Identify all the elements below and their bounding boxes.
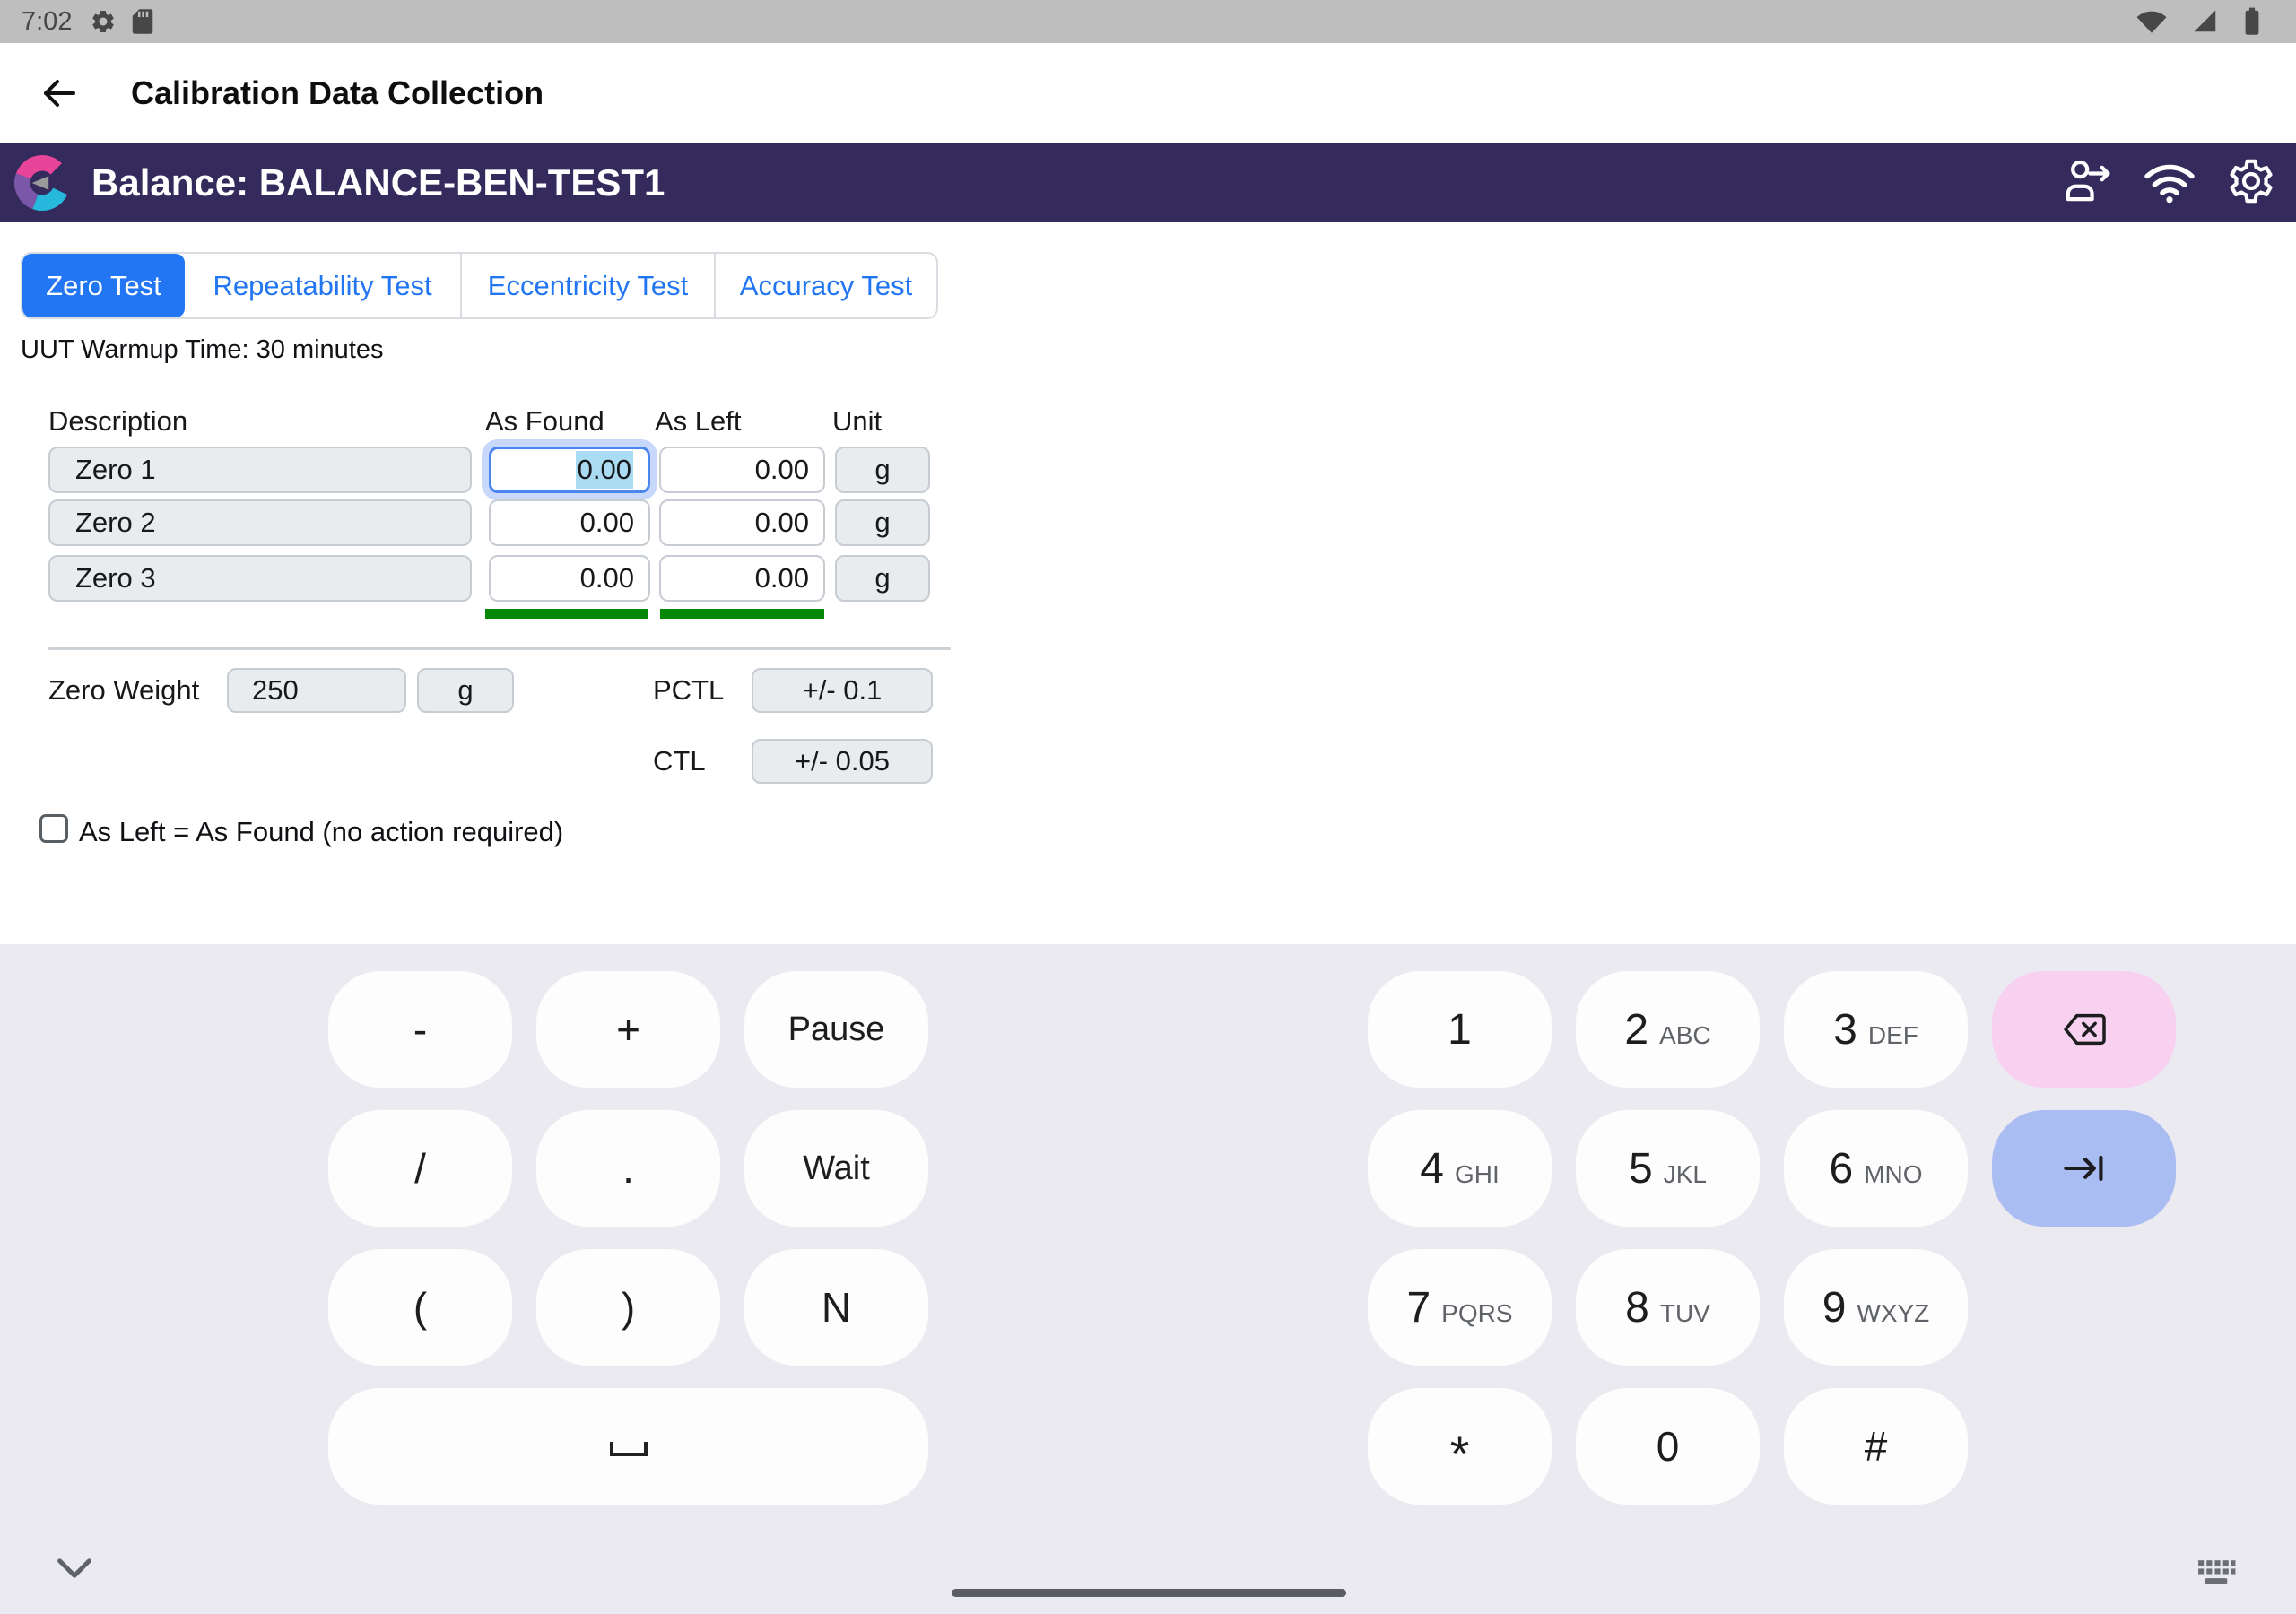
key-asterisk[interactable]: * bbox=[1368, 1388, 1552, 1505]
col-header-unit: Unit bbox=[832, 405, 883, 437]
description-field-zero2: Zero 2 bbox=[48, 499, 472, 546]
tab-repeatability-test[interactable]: Repeatability Test bbox=[213, 269, 432, 301]
as-found-input-zero2[interactable]: 0.00 bbox=[489, 499, 650, 546]
wifi-icon bbox=[2144, 159, 2196, 208]
settings-gear-icon[interactable] bbox=[2226, 156, 2276, 211]
as-left-input-zero3[interactable]: 0.00 bbox=[659, 555, 825, 602]
cell-signal-icon bbox=[2192, 8, 2219, 35]
backspace-key[interactable] bbox=[1992, 971, 2176, 1088]
key-6[interactable]: 6 MNO bbox=[1784, 1110, 1968, 1227]
as-left-equals-as-found-checkbox[interactable] bbox=[39, 814, 68, 843]
space-key[interactable] bbox=[328, 1388, 928, 1505]
zero-weight-unit-input[interactable]: g bbox=[417, 668, 514, 713]
wifi-status-icon bbox=[2136, 8, 2167, 35]
custom-keyboard: - + Pause / . Wait ( ) N 1 2 ABC 3 DEF 4 GH… bbox=[0, 944, 2296, 1614]
tab-next-icon bbox=[2063, 1156, 2102, 1181]
system-gear-icon bbox=[90, 8, 117, 35]
col-header-description: Description bbox=[48, 405, 188, 437]
green-indicator-as-found bbox=[485, 609, 648, 619]
description-field-zero1: Zero 1 bbox=[48, 447, 472, 493]
status-time: 7:02 bbox=[22, 6, 73, 36]
tab-eccentricity-test[interactable]: Eccentricity Test bbox=[460, 254, 714, 317]
as-found-input-zero3[interactable]: 0.00 bbox=[489, 555, 650, 602]
zero-weight-input[interactable]: 250 bbox=[227, 668, 406, 713]
page-title: Calibration Data Collection bbox=[131, 74, 544, 111]
key-slash[interactable]: / bbox=[328, 1110, 512, 1227]
section-divider bbox=[48, 647, 951, 650]
battery-icon bbox=[2244, 7, 2260, 36]
ctl-label: CTL bbox=[653, 745, 706, 777]
key-minus[interactable]: - bbox=[328, 971, 512, 1088]
app-logo bbox=[14, 155, 68, 211]
nav-handle[interactable] bbox=[952, 1589, 1346, 1597]
zero-weight-label: Zero Weight bbox=[48, 674, 200, 706]
tab-zero-test[interactable]: Zero Test bbox=[22, 254, 185, 317]
key-2[interactable]: 2 ABC bbox=[1576, 971, 1760, 1088]
user-export-icon[interactable] bbox=[2061, 157, 2113, 210]
key-8[interactable]: 8 TUV bbox=[1576, 1249, 1760, 1366]
pctl-label: PCTL bbox=[653, 674, 725, 706]
key-period[interactable]: . bbox=[536, 1110, 720, 1227]
tab-next-key[interactable] bbox=[1992, 1110, 2176, 1227]
key-open-paren[interactable]: ( bbox=[328, 1249, 512, 1366]
key-plus[interactable]: + bbox=[536, 971, 720, 1088]
key-n[interactable]: N bbox=[744, 1249, 928, 1366]
collapse-keyboard-icon[interactable] bbox=[54, 1556, 95, 1585]
description-field-zero3: Zero 3 bbox=[48, 555, 472, 602]
unit-field-zero1: g bbox=[835, 447, 930, 493]
green-indicator-as-left bbox=[660, 609, 824, 619]
checkbox-label: As Left = As Found (no action required) bbox=[79, 816, 564, 847]
unit-field-zero3: g bbox=[835, 555, 930, 602]
key-1[interactable]: 1 bbox=[1368, 971, 1552, 1088]
space-icon bbox=[609, 1442, 648, 1456]
key-wait[interactable]: Wait bbox=[744, 1110, 928, 1227]
key-close-paren[interactable]: ) bbox=[536, 1249, 720, 1366]
status-bar: 7:02 bbox=[0, 0, 2296, 43]
keyboard-switcher-icon[interactable] bbox=[2196, 1557, 2237, 1593]
sdcard-icon bbox=[131, 8, 154, 35]
key-9[interactable]: 9 WXYZ bbox=[1784, 1249, 1968, 1366]
as-left-input-zero1[interactable]: 0.00 bbox=[659, 447, 825, 493]
unit-field-zero2: g bbox=[835, 499, 930, 546]
device-header: Balance: BALANCE-BEN-TEST1 bbox=[0, 143, 2296, 222]
tab-accuracy-test[interactable]: Accuracy Test bbox=[714, 254, 936, 317]
key-hash[interactable]: # bbox=[1784, 1388, 1968, 1505]
uut-warmup-text: UUT Warmup Time: 30 minutes bbox=[21, 335, 384, 364]
as-found-input-zero1[interactable]: 0.00 bbox=[489, 447, 650, 493]
test-tabs: Zero Test Repeatability Test Eccentricit… bbox=[21, 252, 938, 319]
back-arrow-icon[interactable] bbox=[38, 72, 81, 115]
key-7[interactable]: 7 PQRS bbox=[1368, 1249, 1552, 1366]
backspace-icon bbox=[2063, 1013, 2106, 1046]
key-0[interactable]: 0 bbox=[1576, 1388, 1760, 1505]
device-title: Balance: BALANCE-BEN-TEST1 bbox=[91, 161, 665, 204]
key-4[interactable]: 4 GHI bbox=[1368, 1110, 1552, 1227]
key-3[interactable]: 3 DEF bbox=[1784, 971, 1968, 1088]
as-left-input-zero2[interactable]: 0.00 bbox=[659, 499, 825, 546]
col-header-as-left: As Left bbox=[655, 405, 742, 437]
col-header-as-found: As Found bbox=[485, 405, 604, 437]
ctl-input[interactable]: +/- 0.05 bbox=[752, 739, 933, 784]
pctl-input[interactable]: +/- 0.1 bbox=[752, 668, 933, 713]
key-5[interactable]: 5 JKL bbox=[1576, 1110, 1760, 1227]
key-pause[interactable]: Pause bbox=[744, 971, 928, 1088]
app-bar: Calibration Data Collection bbox=[0, 43, 2296, 143]
